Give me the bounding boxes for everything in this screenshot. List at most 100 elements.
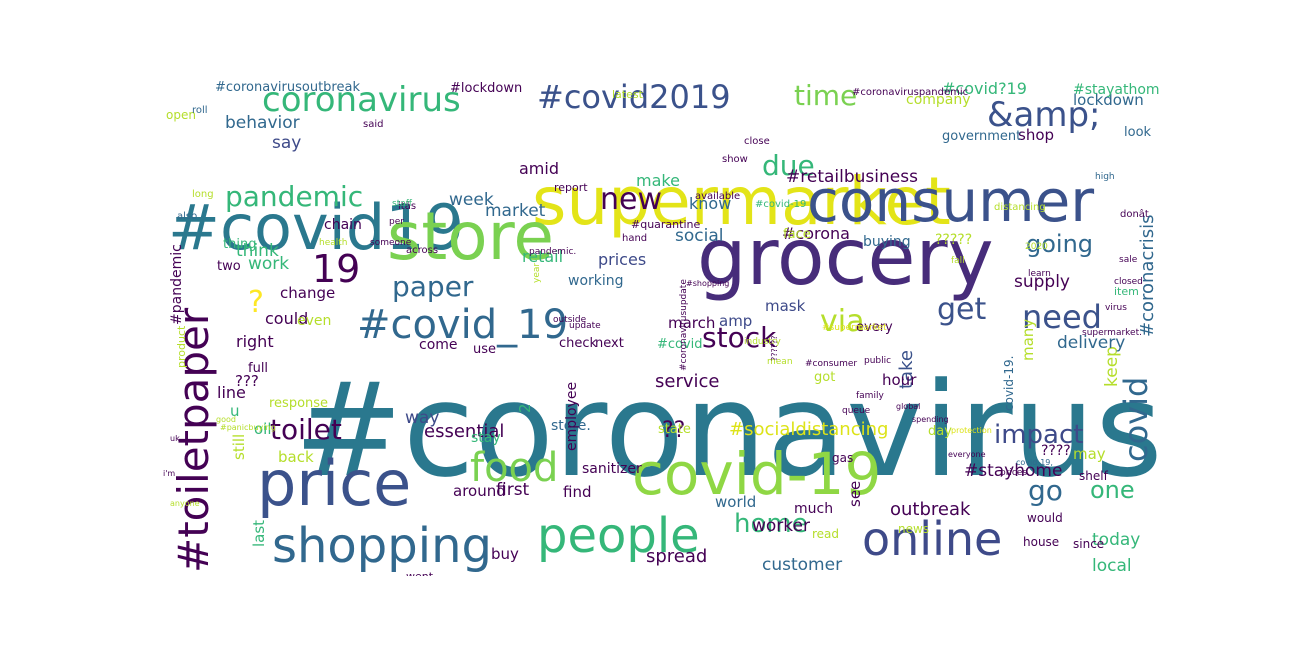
word-service: service xyxy=(655,371,720,392)
word-amp: &amp; xyxy=(987,95,1101,135)
word-quarantine: #quarantine xyxy=(631,218,701,231)
word-socialdistancing: #socialdistancing xyxy=(729,419,889,440)
word-check: check xyxy=(559,336,598,351)
word-symbol: ????? xyxy=(935,232,973,248)
word-shopping: shopping xyxy=(272,518,492,574)
word-find: find xyxy=(563,483,592,501)
word-coronavirus: coronavirus xyxy=(262,80,461,120)
word-store: store xyxy=(387,198,554,275)
word-line: line xyxy=(217,383,246,402)
word-social: social xyxy=(675,226,724,246)
word-today: today xyxy=(1092,530,1141,550)
word-stayathome: #stayathome xyxy=(1073,82,1160,98)
word-stayhome: #stayhome xyxy=(964,461,1063,481)
word-make: make xyxy=(636,171,680,190)
word-someone: someone xyxy=(370,238,412,248)
word-see: see xyxy=(846,480,864,507)
word-19: 19 xyxy=(312,247,361,291)
word-one: one xyxy=(1090,476,1135,504)
word-coronacrisis: #coronacrisis xyxy=(1137,214,1158,337)
word-behavior: behavior xyxy=(225,113,300,133)
word-impact: impact xyxy=(994,420,1084,450)
word-house: house xyxy=(1023,535,1060,549)
word-staff: staff xyxy=(392,199,412,209)
word-toilet: toilet xyxy=(270,413,342,446)
word-work: work xyxy=(248,254,290,274)
word-product: product xyxy=(175,325,188,368)
word-symbol: ? xyxy=(248,285,264,320)
word-home: home xyxy=(734,509,808,539)
word-go: go xyxy=(1028,474,1063,507)
word-don-t: donât xyxy=(1120,209,1149,220)
word-around: around xyxy=(453,482,506,500)
word-supermarket: supermarket xyxy=(532,163,951,240)
word-price: price xyxy=(257,447,412,520)
word-right: right xyxy=(236,332,274,351)
word-lockdown: #lockdown xyxy=(450,81,523,96)
word-consumer: consumer xyxy=(807,167,1095,235)
word-it-s: itâs xyxy=(398,201,417,212)
word-change: change xyxy=(280,284,336,302)
word-good: good xyxy=(216,415,236,424)
word-even: even xyxy=(297,313,332,329)
word-say: say xyxy=(272,133,302,153)
word-coronavirusupdate: #coronavirusupdate xyxy=(679,279,689,371)
word-symbol: ???? xyxy=(1041,443,1071,459)
word-coronavirus: #coronavirus xyxy=(294,354,1160,506)
word-protection: protection xyxy=(951,426,992,435)
word-spread: spread xyxy=(646,546,708,567)
word-market: market xyxy=(485,201,546,221)
word-amp: amp xyxy=(719,312,753,330)
word-symbol: ??? xyxy=(235,372,259,390)
word-covid-19: covid-19 xyxy=(632,440,882,508)
word-get: get xyxy=(937,292,987,327)
word-per: per xyxy=(389,217,404,227)
word-employee: employee xyxy=(564,381,580,451)
word-last: last xyxy=(250,519,268,547)
word-coronaviruspandemic: #coronaviruspandemic xyxy=(852,87,969,98)
word-corona: #corona xyxy=(782,224,850,243)
word-two: two xyxy=(217,259,241,274)
word-2: 2 xyxy=(516,403,534,413)
word-still: still xyxy=(230,433,248,460)
word-company: company xyxy=(906,92,971,108)
word-back: back xyxy=(278,448,314,466)
word-look: look xyxy=(1124,125,1152,140)
word-think: think xyxy=(236,241,279,261)
word-amid: amid xyxy=(519,159,559,178)
word-since: since xyxy=(1073,537,1105,551)
word-working: working xyxy=(568,273,624,289)
word-world: world xyxy=(715,493,757,511)
word-close: close xyxy=(744,136,770,147)
word-consumer: #consumer xyxy=(805,359,858,369)
word-u: u xyxy=(230,402,240,420)
word-thing: thing xyxy=(223,237,257,252)
word-food: food xyxy=(470,445,559,491)
word-next: next xyxy=(595,336,624,351)
word-covid-19: #covid?19 xyxy=(942,79,1027,98)
word-everyone: everyone xyxy=(948,450,986,459)
word-grocery: grocery xyxy=(697,213,994,303)
word-supply: supply xyxy=(1014,272,1070,292)
word-people: people xyxy=(537,508,700,564)
word-use: use xyxy=(473,342,497,357)
word-latest: latest xyxy=(612,88,643,101)
word-show: show xyxy=(722,154,748,165)
word-local: local xyxy=(1092,556,1132,576)
word-time: time xyxy=(794,79,858,112)
word-essential: essential xyxy=(424,421,505,442)
word-lockdown: lockdown xyxy=(1073,91,1144,109)
word-supermarket: #supermarket xyxy=(822,323,887,333)
word-via: via xyxy=(820,304,865,339)
word-learn: learn xyxy=(1028,269,1051,279)
word-prices: prices. xyxy=(1000,468,1030,478)
word-also: also xyxy=(177,211,198,222)
word-buying: buying xyxy=(863,234,911,250)
word-read: read xyxy=(812,527,840,541)
word-covid-19: #covid-19 xyxy=(755,199,807,210)
word-symbol: ?? xyxy=(662,418,686,443)
word-roll: roll xyxy=(192,105,208,116)
word-delivery: delivery xyxy=(1057,333,1126,353)
word-online: online xyxy=(862,512,1003,566)
word-year: year xyxy=(532,262,542,283)
